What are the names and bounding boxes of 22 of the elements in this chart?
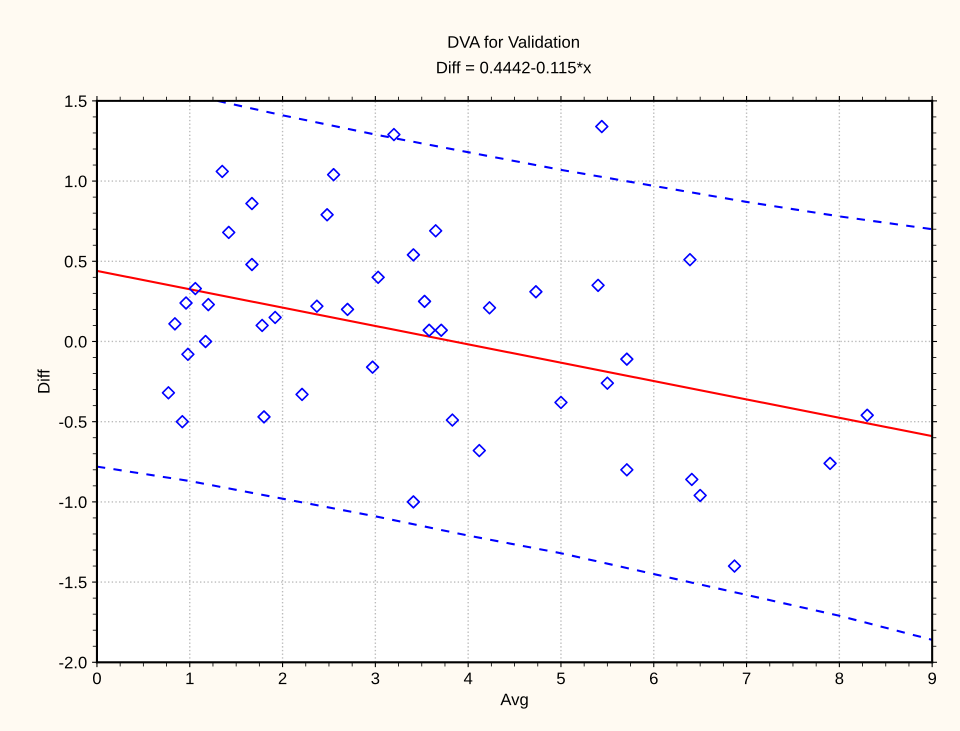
x-axis-title: Avg [500, 694, 528, 709]
y-tick-label: 0.0 [64, 336, 87, 348]
x-tick-label: 6 [650, 672, 658, 684]
x-tick-label: 7 [742, 672, 750, 684]
x-tick-label: 9 [928, 672, 936, 684]
y-axis-title: Diff [37, 369, 50, 393]
x-tick-label: 8 [835, 672, 844, 684]
x-tick-label: 2 [278, 672, 286, 684]
x-tick-label: 3 [371, 672, 380, 684]
y-tick-label: -1.0 [59, 496, 87, 508]
x-tick-label: 4 [464, 672, 472, 684]
x-tick-label: 1 [186, 672, 194, 684]
y-tick-label: 1.5 [65, 95, 87, 108]
x-tick-label: 5 [556, 672, 565, 684]
chart-subtitle: Diff = 0.4442-0.115*x [437, 61, 592, 74]
y-tick-label: 0.5 [64, 256, 87, 268]
y-tick-label: 1.0 [65, 175, 87, 188]
chart-title: DVA for Validation [448, 36, 579, 48]
y-tick-label: -2.0 [59, 656, 87, 668]
y-tick-label: -1.5 [59, 576, 87, 588]
x-tick-label: 0 [92, 672, 101, 684]
y-tick-label: -0.5 [59, 416, 87, 428]
